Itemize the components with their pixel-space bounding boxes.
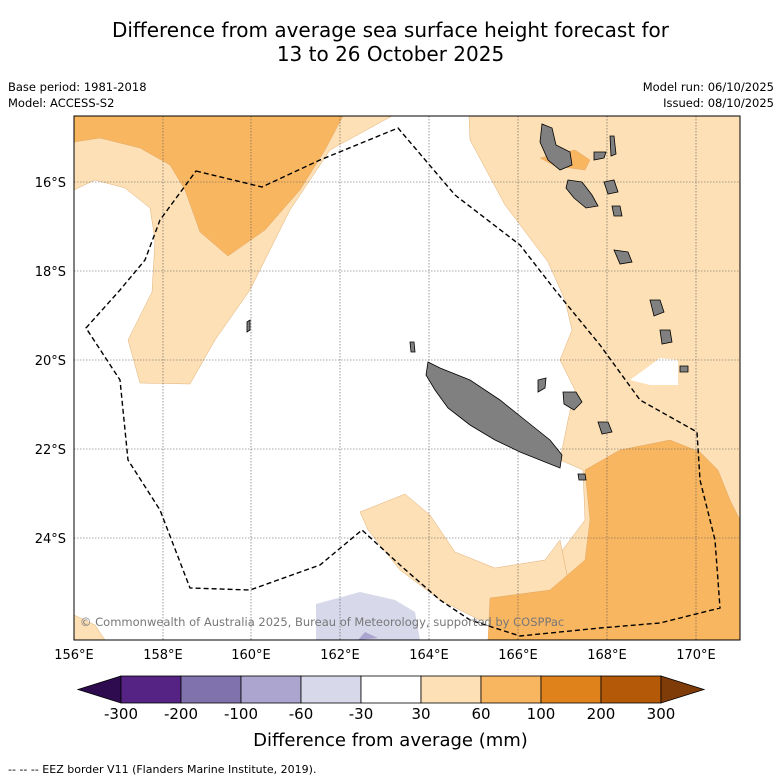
malakula-island [565, 179, 599, 209]
colorbar-tick-label: -200 [163, 705, 199, 723]
tanna-island [649, 299, 665, 317]
latitude-labels: 16°S 18°S 20°S 22°S 24°S [35, 176, 66, 547]
colorbar-tick-label: -60 [288, 705, 314, 723]
anomaly-region-south [359, 493, 571, 621]
colorbar-segment [240, 675, 302, 704]
colorbar-title: Difference from average (mm) [253, 730, 528, 751]
colorbar-segment [120, 675, 182, 704]
lon-label-168e: 168°E [587, 648, 627, 663]
walpole-island [679, 365, 689, 373]
lat-label-20s: 20°S [35, 354, 66, 369]
title-line-1: Difference from average sea surface heig… [111, 18, 670, 42]
chesterfield-reef [246, 319, 251, 333]
neutral-patch [630, 358, 678, 385]
colorbar-tick-label: 300 [646, 705, 676, 723]
colorbar-extend-low [76, 675, 122, 704]
lon-label-162e: 162°E [320, 648, 360, 663]
meta-right: Model run: 06/10/2025 Issued: 08/10/2025 [643, 79, 774, 111]
colorbar-tick-label: 60 [471, 705, 491, 723]
lat-label-22s: 22°S [35, 443, 66, 458]
colorbar-segment [600, 675, 662, 704]
new-caledonia-island [425, 361, 563, 469]
efate-island [611, 205, 623, 217]
colorbar-segment [180, 675, 242, 704]
eez-border-line [85, 127, 721, 637]
longitude-labels: 156°E 158°E 160°E 162°E 164°E 166°E 168°… [54, 648, 716, 663]
lon-label-156e: 156°E [54, 648, 94, 663]
meta-left: Base period: 1981-2018 Model: ACCESS-S2 [8, 79, 147, 111]
lon-label-160e: 160°E [231, 648, 271, 663]
lat-label-16s: 16°S [35, 176, 66, 191]
maewo-island [609, 135, 617, 157]
colorbar [76, 675, 706, 704]
model-run-text: Model run: 06/10/2025 [642, 80, 774, 94]
colorbar-segment [300, 675, 362, 704]
colorbar-segment [540, 675, 602, 704]
colorbar-tick-label: -300 [103, 705, 139, 723]
colorbar-tick-label: 200 [586, 705, 616, 723]
map-area [74, 116, 740, 640]
ouvea-island [537, 377, 547, 393]
belep-islands [409, 341, 416, 353]
chart-title: Difference from average sea surface heig… [0, 18, 781, 66]
anomaly-region-northwest-strong [74, 116, 344, 257]
anomaly-region-sw-corner [74, 614, 106, 640]
colorbar-tick-label: 30 [411, 705, 431, 723]
colorbar-extend-high [660, 675, 706, 704]
isle-of-pines [577, 473, 587, 481]
colorbar-segment [420, 675, 482, 704]
ambrym-island [593, 151, 607, 161]
gridlines [74, 116, 740, 640]
aneityum-island [659, 329, 673, 345]
eez-legend-footer: -- -- -- EEZ border V11 (Flanders Marine… [8, 763, 317, 776]
lon-label-164e: 164°E [409, 648, 449, 663]
colorbar-segment [360, 675, 422, 704]
mare-island [597, 421, 613, 435]
title-line-2: 13 to 26 October 2025 [276, 42, 505, 66]
espiritu-santo-island [539, 123, 573, 171]
anomaly-region-negative-strong [358, 632, 378, 640]
lat-label-18s: 18°S [35, 265, 66, 280]
colorbar-tick-label: -30 [348, 705, 374, 723]
lon-label-170e: 170°E [676, 648, 716, 663]
colorbar-tick-label: -100 [223, 705, 259, 723]
model-text: Model: ACCESS-S2 [8, 96, 115, 110]
issued-text: Issued: 08/10/2025 [663, 96, 774, 110]
anomaly-region-southeast-strong [487, 439, 740, 640]
map-frame [73, 115, 741, 641]
lon-label-158e: 158°E [143, 648, 183, 663]
anomaly-region-negative [316, 592, 420, 640]
base-period-text: Base period: 1981-2018 [8, 80, 147, 94]
epi-island [603, 179, 619, 195]
lat-label-24s: 24°S [35, 532, 66, 547]
lon-label-166e: 166°E [498, 648, 538, 663]
lifou-island [562, 391, 583, 411]
copyright-text: © Commonwealth of Australia 2025, Bureau… [80, 615, 564, 629]
colorbar-tick-label: 100 [526, 705, 556, 723]
erromango-island [613, 249, 633, 265]
colorbar-segment [480, 675, 542, 704]
